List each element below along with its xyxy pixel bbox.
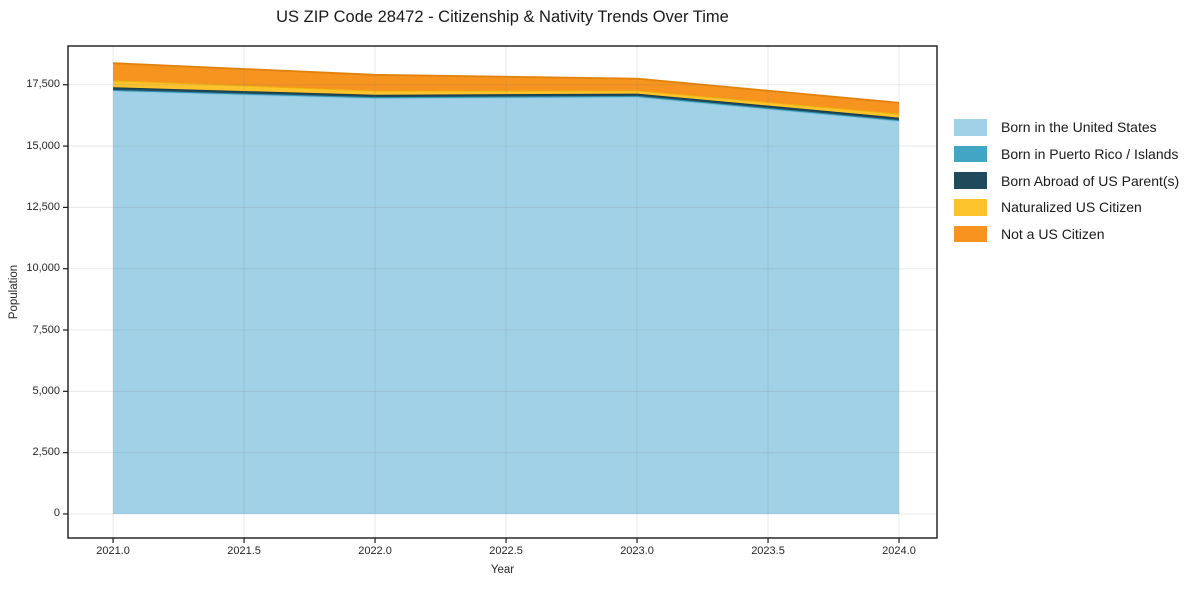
x-tick-label: 2022.0 — [358, 545, 392, 557]
legend-swatch-icon — [954, 145, 987, 163]
y-tick-label: 15,000 — [26, 139, 60, 152]
y-tick-label: 7,500 — [32, 323, 60, 336]
area-edge-4 — [113, 62, 900, 104]
x-tick-label: 2021.0 — [96, 545, 130, 557]
legend-item: Born Abroad of US Parent(s) — [954, 167, 1179, 194]
x-axis-label: Year — [490, 564, 515, 576]
x-tick-label: 2022.5 — [489, 545, 523, 557]
y-tick-label: 10,000 — [26, 262, 60, 275]
legend-label: Not a US Citizen — [1001, 226, 1105, 243]
legend-swatch-icon — [954, 199, 987, 216]
legend-label: Born in the United States — [1001, 119, 1157, 136]
legend-label: Born Abroad of US Parent(s) — [1001, 172, 1180, 189]
area-4 — [113, 63, 900, 114]
y-tick-label: 5,000 — [32, 384, 60, 397]
area-0 — [113, 90, 900, 514]
legend-item: Naturalized US Citizen — [954, 194, 1179, 221]
y-tick-label: 2,500 — [32, 446, 60, 459]
legend-swatch-icon — [954, 225, 987, 243]
x-tick-label: 2023.0 — [620, 545, 654, 557]
legend-swatch-icon — [954, 119, 987, 136]
legend-swatch-icon — [954, 172, 987, 189]
legend: Born in the United States Born in Puerto … — [954, 114, 1180, 248]
legend-label: Naturalized US Citizen — [1001, 199, 1142, 216]
x-tick-label: 2023.5 — [751, 545, 785, 557]
x-tick-label: 2024.0 — [882, 545, 916, 557]
legend-item: Born in the United States — [954, 114, 1179, 141]
legend-item: Not a US Citizen — [954, 221, 1179, 248]
y-tick-label: 17,500 — [26, 78, 60, 91]
chart-title: US ZIP Code 28472 - Citizenship & Nativi… — [276, 8, 729, 26]
legend-item: Born in Puerto Rico / Islands — [954, 141, 1179, 168]
x-tick-label: 2021.5 — [227, 545, 261, 557]
legend-label: Born in Puerto Rico / Islands — [1001, 146, 1179, 163]
plot-border — [67, 45, 938, 539]
area-1 — [113, 89, 900, 122]
y-tick-label: 0 — [53, 507, 60, 520]
y-tick-label: 12,500 — [26, 200, 60, 213]
area-3 — [113, 80, 900, 118]
